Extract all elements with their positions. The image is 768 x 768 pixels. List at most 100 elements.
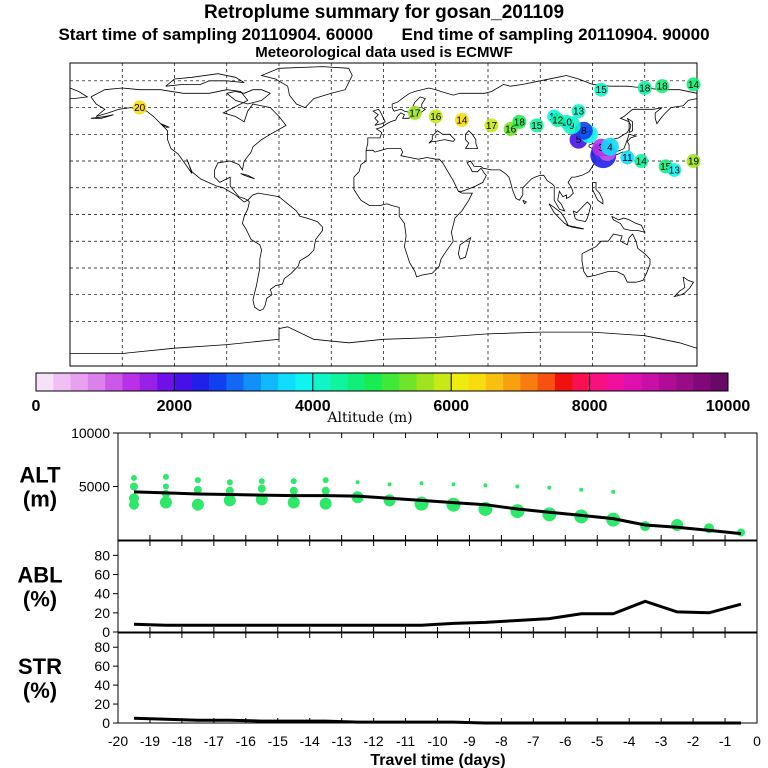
colorbar-swatch bbox=[278, 373, 296, 391]
alt-dot bbox=[451, 482, 456, 487]
panel-ylabel: ALT bbox=[19, 463, 61, 488]
panel-ylabel: ABL bbox=[17, 563, 62, 588]
alt-dot bbox=[510, 504, 525, 519]
plume-marker bbox=[550, 113, 565, 128]
plume-marker bbox=[132, 100, 147, 115]
start-time-label: Start time of sampling bbox=[58, 25, 237, 44]
colorbar-swatch bbox=[260, 373, 279, 391]
y-tick-label: 60 bbox=[94, 658, 110, 674]
colorbar-swatch bbox=[433, 373, 452, 391]
alt-dot bbox=[383, 494, 396, 507]
colorbar-swatch bbox=[537, 373, 556, 391]
x-tick-label: -1 bbox=[719, 733, 732, 749]
y-tick-label: 10000 bbox=[71, 425, 110, 441]
alt-dot bbox=[258, 478, 265, 485]
colorbar-swatch bbox=[710, 373, 729, 391]
x-tick-label: -18 bbox=[172, 733, 192, 749]
x-tick-label: -3 bbox=[655, 733, 668, 749]
coastline bbox=[90, 87, 287, 203]
alt-dot bbox=[193, 485, 202, 494]
colorbar-tick-label: 2000 bbox=[157, 398, 193, 415]
abl-line bbox=[133, 599, 742, 627]
alt-dot bbox=[419, 481, 424, 486]
alt-dot bbox=[159, 496, 172, 509]
plume-label: 12 bbox=[552, 116, 564, 127]
panel-frame bbox=[117, 632, 758, 724]
colorbar-swatch bbox=[693, 373, 711, 391]
x-tick-label: -6 bbox=[559, 733, 572, 749]
colorbar-swatch bbox=[209, 373, 227, 391]
colorbar-swatch bbox=[53, 373, 71, 391]
alt-dot bbox=[191, 498, 204, 511]
colorbar-tick-label: 0 bbox=[32, 398, 41, 415]
plume-label: 18 bbox=[639, 83, 651, 94]
x-tick-label: -13 bbox=[332, 733, 352, 749]
plume-label: 13 bbox=[669, 165, 681, 176]
alt-dot bbox=[225, 486, 234, 495]
plume-marker bbox=[686, 77, 701, 92]
y-tick-label: 80 bbox=[94, 547, 110, 563]
plume-label: 15 bbox=[531, 121, 543, 132]
alt-dot bbox=[542, 507, 557, 522]
alt-dot bbox=[226, 479, 233, 486]
x-tick-label: -10 bbox=[427, 733, 447, 749]
colorbar-swatch bbox=[676, 373, 694, 391]
colorbar-swatch bbox=[503, 373, 521, 391]
colorbar-swatch bbox=[312, 373, 331, 391]
x-tick-label: -12 bbox=[363, 733, 383, 749]
plume-marker bbox=[686, 154, 701, 169]
end-time-label: End time of sampling bbox=[401, 25, 574, 44]
y-tick-label: 40 bbox=[94, 586, 110, 602]
plume-label: 18 bbox=[657, 82, 669, 93]
panel-ylabel: (%) bbox=[23, 587, 57, 612]
coastline bbox=[457, 236, 472, 260]
alt-dot bbox=[387, 482, 392, 487]
y-tick-label: 0 bbox=[102, 715, 110, 731]
colorbar-swatch bbox=[87, 373, 106, 391]
colorbar-tick-label: 6000 bbox=[433, 398, 469, 415]
y-tick-label: 5000 bbox=[79, 479, 110, 495]
alt-dot bbox=[515, 484, 520, 489]
coastline bbox=[241, 192, 323, 312]
coastline bbox=[428, 130, 456, 144]
coastline bbox=[365, 75, 698, 151]
plume-marker bbox=[512, 114, 527, 129]
coastline bbox=[609, 133, 638, 160]
coastline bbox=[90, 114, 114, 119]
plume-marker bbox=[620, 150, 635, 165]
colorbar: 0 2000 4000 6000 8000 10000 Altitude (m) bbox=[32, 372, 751, 426]
y-tick-label: 40 bbox=[94, 677, 110, 693]
panel-ylabel: (%) bbox=[23, 678, 57, 703]
plume-marker bbox=[571, 104, 586, 119]
alt-dot bbox=[483, 483, 488, 488]
coastline bbox=[465, 130, 479, 149]
alt-dot bbox=[671, 519, 684, 532]
alt-dot bbox=[223, 494, 236, 507]
colorbar-tick-label: 8000 bbox=[572, 398, 608, 415]
plume-label: 13 bbox=[573, 107, 585, 118]
plume-marker bbox=[655, 79, 670, 94]
plume-label: 17 bbox=[409, 108, 421, 119]
coastline bbox=[458, 98, 698, 212]
coastline bbox=[611, 215, 646, 233]
alt-dot bbox=[194, 477, 201, 484]
colorbar-tick-label: 10000 bbox=[706, 398, 751, 415]
plume-label: 18 bbox=[514, 117, 526, 128]
coastline bbox=[165, 73, 245, 87]
plume-marker bbox=[634, 154, 649, 169]
coastline bbox=[522, 199, 527, 205]
plume-label: 15 bbox=[660, 162, 672, 173]
alt-dot bbox=[162, 473, 169, 480]
plume-label: 4 bbox=[607, 142, 613, 153]
colorbar-swatch bbox=[416, 373, 435, 391]
x-tick-label: 0 bbox=[753, 733, 761, 749]
alt-dot bbox=[547, 485, 552, 490]
coastline bbox=[626, 117, 633, 134]
colorbar-frame bbox=[35, 372, 729, 392]
alt-dot bbox=[446, 497, 461, 512]
colorbar-swatch bbox=[139, 373, 158, 391]
alt-dot bbox=[289, 486, 298, 495]
colorbar-swatch bbox=[364, 373, 383, 391]
x-tick-label: -19 bbox=[140, 733, 160, 749]
